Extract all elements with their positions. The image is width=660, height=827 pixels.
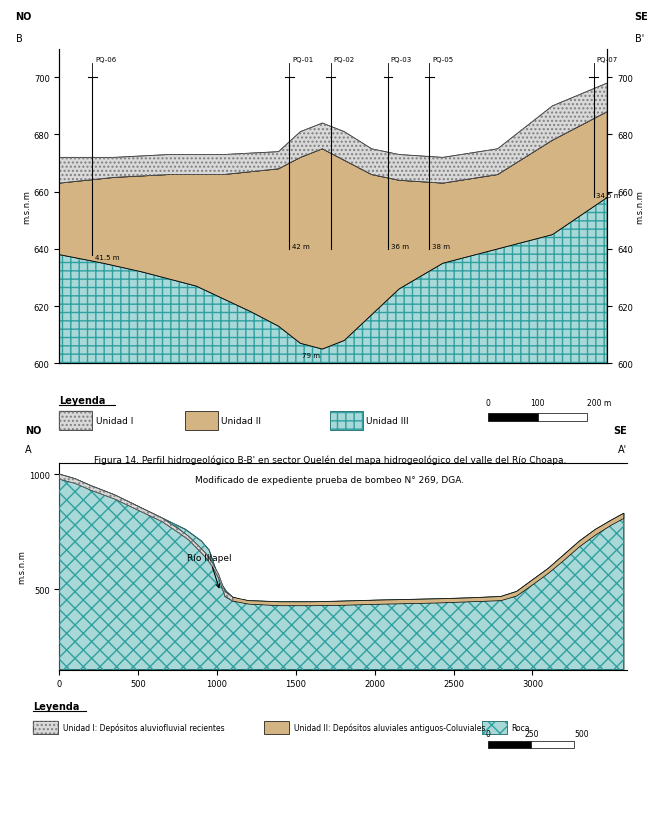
Text: Río Illapel: Río Illapel: [187, 553, 232, 588]
Y-axis label: m.s.n.m: m.s.n.m: [22, 190, 31, 223]
Polygon shape: [59, 475, 624, 670]
Text: A': A': [618, 445, 627, 455]
Polygon shape: [225, 514, 624, 606]
Y-axis label: m.s.n.m: m.s.n.m: [636, 190, 645, 223]
Text: PQ-03: PQ-03: [391, 57, 412, 63]
Text: 41.5 m: 41.5 m: [95, 256, 119, 261]
Text: Unidad II: Unidad II: [221, 417, 261, 425]
Text: 250: 250: [524, 729, 539, 738]
Text: 38 m: 38 m: [432, 244, 450, 250]
Text: 34.5 m: 34.5 m: [596, 193, 621, 198]
Text: B': B': [634, 34, 644, 44]
Text: SE: SE: [634, 12, 648, 22]
Polygon shape: [59, 84, 607, 184]
Text: SE: SE: [613, 426, 627, 436]
Text: NO: NO: [25, 426, 42, 436]
Text: A: A: [25, 445, 32, 455]
Text: PQ-01: PQ-01: [292, 57, 314, 63]
Text: NO: NO: [16, 12, 32, 22]
Text: 100: 100: [531, 399, 545, 407]
Text: Unidad I: Unidad I: [96, 417, 133, 425]
Polygon shape: [59, 198, 607, 364]
Text: Roca: Roca: [512, 724, 530, 732]
Y-axis label: m.s.n.m: m.s.n.m: [17, 550, 26, 583]
Text: PQ-07: PQ-07: [596, 57, 618, 63]
Text: 36 m: 36 m: [391, 244, 409, 250]
Text: Unidad III: Unidad III: [366, 417, 409, 425]
Text: Figura 14. Perfil hidrogeológico B-B' en sector Quelén del mapa hidrogeológico d: Figura 14. Perfil hidrogeológico B-B' en…: [94, 455, 566, 464]
Text: 0: 0: [486, 729, 491, 738]
Text: PQ-05: PQ-05: [432, 57, 453, 63]
Text: Unidad II: Depósitos aluviales antiguos-Coluviales: Unidad II: Depósitos aluviales antiguos-…: [294, 723, 485, 733]
Text: 42 m: 42 m: [292, 244, 310, 250]
Text: 500: 500: [574, 729, 589, 738]
Text: 0: 0: [486, 399, 491, 407]
Text: 79 m: 79 m: [302, 352, 320, 358]
Polygon shape: [59, 475, 233, 601]
Text: PQ-02: PQ-02: [333, 57, 354, 63]
Text: Unidad I: Depósitos aluviofluvial recientes: Unidad I: Depósitos aluviofluvial recien…: [63, 723, 224, 733]
Text: B: B: [16, 34, 22, 44]
Text: 200 m: 200 m: [587, 399, 612, 407]
Text: Modificado de expediente prueba de bombeo N° 269, DGA.: Modificado de expediente prueba de bombe…: [195, 476, 465, 485]
Text: Leyenda: Leyenda: [59, 395, 106, 405]
Text: Leyenda: Leyenda: [33, 701, 79, 711]
Text: PQ-06: PQ-06: [95, 57, 116, 63]
Polygon shape: [59, 112, 607, 350]
